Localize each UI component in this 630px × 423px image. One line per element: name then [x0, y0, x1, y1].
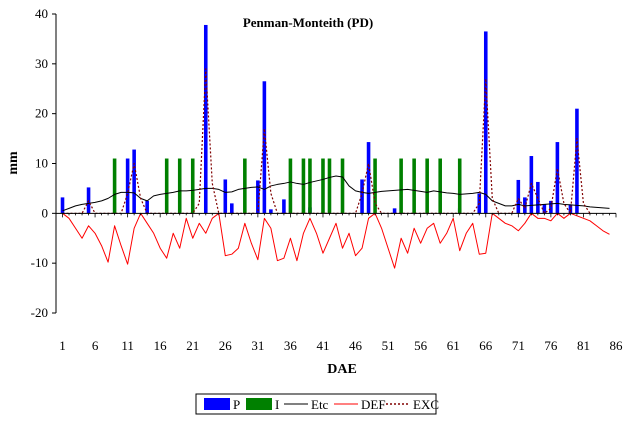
bar-p [483, 31, 488, 214]
bar-i [457, 158, 462, 214]
bar-p [60, 197, 65, 214]
x-tick-label: 51 [382, 338, 395, 353]
legend-swatch-i [246, 398, 272, 410]
chart-title: Penman-Monteith (PD) [243, 15, 373, 30]
y-axis-title: mm [6, 151, 21, 175]
bar-i [399, 158, 403, 214]
line-exc [62, 68, 591, 214]
line-def [62, 212, 610, 269]
bar-p [568, 204, 573, 214]
x-tick-label: 76 [544, 338, 558, 353]
bar-i [425, 158, 429, 214]
bar-p [575, 108, 579, 214]
bar-i [301, 158, 306, 214]
y-tick-label: 0 [42, 205, 49, 220]
bar-i [112, 158, 117, 214]
bar-i [190, 158, 195, 214]
bar-i [308, 158, 312, 214]
bar-i [243, 158, 247, 214]
bar-p [542, 204, 547, 214]
bar-p [262, 81, 267, 214]
x-tick-label: 66 [479, 338, 493, 353]
bar-i [321, 158, 325, 214]
y-tick-label: 40 [35, 6, 48, 21]
bars-layer [60, 24, 579, 214]
bar-p [256, 180, 260, 214]
x-tick-label: 16 [154, 338, 168, 353]
x-tick-label: 56 [414, 338, 428, 353]
bar-p [230, 203, 234, 214]
bar-i [288, 158, 293, 214]
bar-p [366, 142, 371, 214]
bar-p [549, 200, 553, 214]
x-tick-label: 86 [610, 338, 624, 353]
legend-label-def: DEF [361, 397, 386, 412]
x-tick-label: 26 [219, 338, 233, 353]
x-tick-label: 36 [284, 338, 298, 353]
x-tick-label: 1 [59, 338, 66, 353]
bar-i [327, 158, 332, 214]
y-tick-label: 20 [35, 106, 48, 121]
bar-p [282, 199, 286, 214]
line-etc [62, 175, 610, 212]
x-tick-label: 41 [316, 338, 329, 353]
bar-i [438, 158, 442, 214]
x-tick-label: 21 [186, 338, 199, 353]
bar-p [145, 200, 149, 214]
legend-swatch-p [204, 398, 230, 410]
x-tick-label: 71 [512, 338, 525, 353]
bar-i [164, 158, 169, 214]
y-tick-label: 10 [35, 156, 48, 171]
legend-label-p: P [233, 397, 240, 412]
bar-p [203, 24, 208, 214]
legend: P I Etc DEF EXC [195, 393, 439, 415]
y-tick-label: 30 [35, 56, 48, 71]
x-tick-label: 6 [92, 338, 99, 353]
legend-label-i: I [275, 397, 279, 412]
bar-p [125, 158, 130, 214]
bar-i [340, 158, 345, 214]
x-tick-label: 81 [577, 338, 590, 353]
bar-p [132, 149, 136, 214]
x-tick-label: 61 [447, 338, 460, 353]
x-tick-label: 11 [121, 338, 134, 353]
bar-i [373, 158, 377, 214]
x-axis-title: DAE [327, 362, 357, 377]
bar-p [392, 208, 397, 214]
bar-p [516, 179, 521, 214]
bar-p [360, 179, 364, 214]
y-tick-label: -20 [31, 305, 48, 320]
bar-p [269, 209, 273, 214]
bar-p [223, 179, 228, 214]
legend-label-exc: EXC [413, 397, 439, 412]
legend-label-etc: Etc [311, 397, 329, 412]
bar-p [555, 142, 560, 214]
bar-i [412, 158, 416, 214]
bar-i [177, 158, 182, 214]
y-tick-label: -10 [31, 255, 48, 270]
x-tick-label: 46 [349, 338, 363, 353]
lines-layer [62, 68, 610, 269]
x-tick-label: 31 [251, 338, 264, 353]
